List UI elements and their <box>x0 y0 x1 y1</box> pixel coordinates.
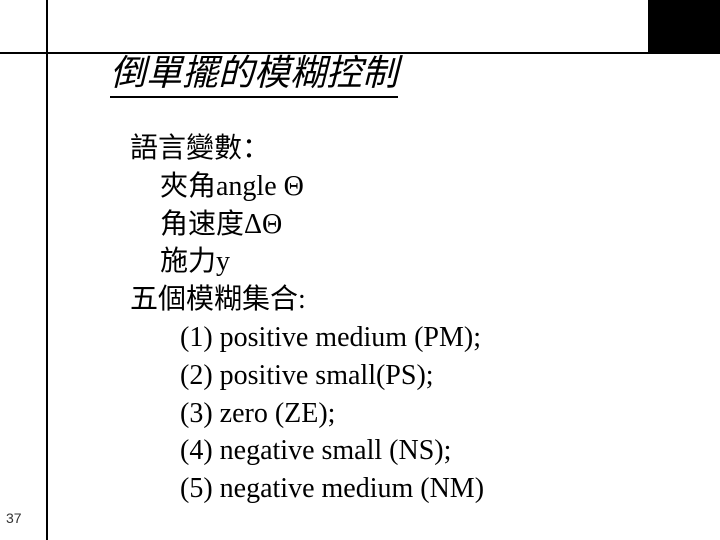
fuzzy-set-nm: (5) negative medium (NM) <box>130 470 484 508</box>
var-force: 施力y <box>130 243 484 281</box>
fuzzy-set-ps: (2) positive small(PS); <box>130 357 484 395</box>
slide-body: 語言變數： 夾角angle Θ 角速度ΔΘ 施力y 五個模糊集合: (1) po… <box>130 130 484 508</box>
linguistic-vars-heading: 語言變數： <box>130 130 484 168</box>
var-angular-velocity: 角速度ΔΘ <box>130 206 484 244</box>
fuzzy-set-ze: (3) zero (ZE); <box>130 395 484 433</box>
slide-title: 倒單擺的模糊控制 <box>110 54 398 98</box>
slide: 倒單擺的模糊控制 語言變數： 夾角angle Θ 角速度ΔΘ 施力y 五個模糊集… <box>0 0 720 540</box>
left-vertical-rule <box>46 0 48 540</box>
fuzzy-set-ns: (4) negative small (NS); <box>130 432 484 470</box>
page-number: 37 <box>6 510 22 526</box>
var-angle: 夾角angle Θ <box>130 168 484 206</box>
corner-decoration <box>648 0 720 54</box>
fuzzy-set-pm: (1) positive medium (PM); <box>130 319 484 357</box>
fuzzy-sets-heading: 五個模糊集合: <box>130 281 484 319</box>
